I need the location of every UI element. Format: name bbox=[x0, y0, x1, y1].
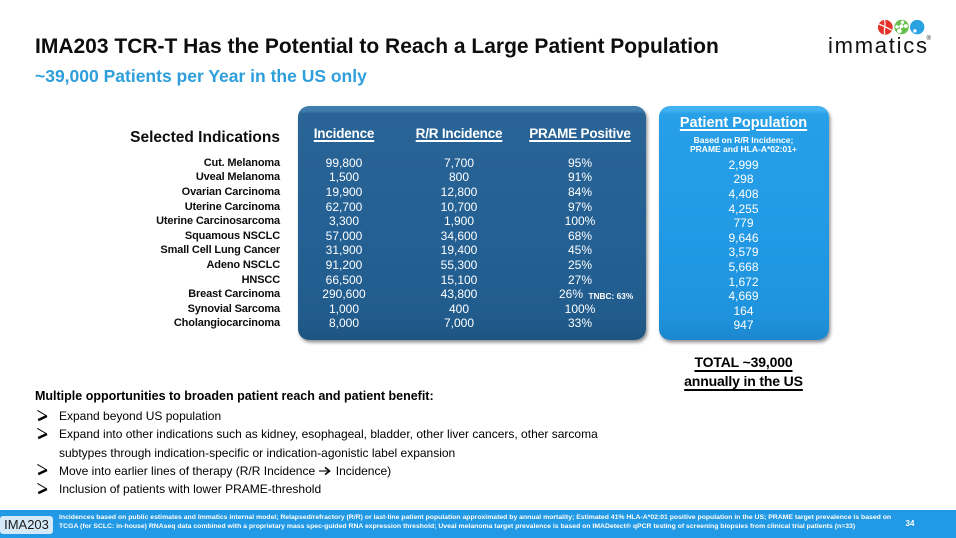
svg-text:immatics: immatics bbox=[828, 33, 929, 58]
svg-text:®: ® bbox=[927, 35, 932, 42]
